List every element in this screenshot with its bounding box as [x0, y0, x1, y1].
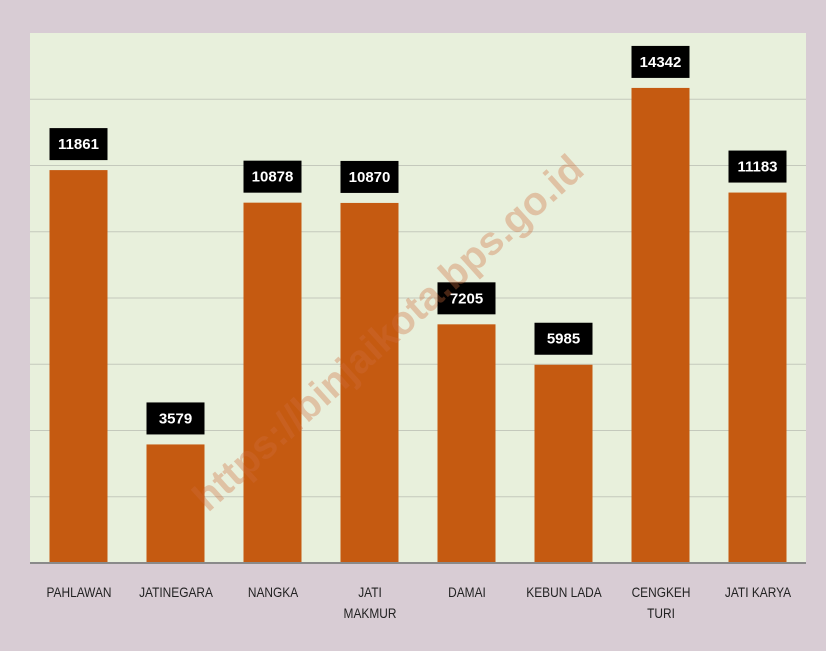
data-label: 10870 — [340, 160, 399, 193]
data-label-box — [243, 160, 302, 193]
data-label-box — [49, 128, 108, 161]
x-tick-label: JATI KARYA — [724, 584, 791, 600]
data-label-box — [437, 282, 496, 315]
data-label-box — [631, 45, 690, 78]
x-tick-label: KEBUN LADA — [525, 584, 602, 600]
data-label-text: 10878 — [252, 169, 294, 186]
data-label: 11183 — [728, 150, 787, 183]
data-label-text: 10870 — [349, 169, 391, 186]
data-label-text: 7205 — [450, 290, 483, 307]
bar — [437, 324, 496, 563]
data-label: 10878 — [243, 160, 302, 193]
data-label-box — [728, 150, 787, 183]
data-label-box — [146, 402, 205, 435]
data-label: 3579 — [146, 402, 205, 435]
bar — [243, 202, 302, 563]
data-label: 7205 — [437, 282, 496, 315]
data-label-text: 11861 — [58, 136, 99, 153]
bar — [146, 444, 205, 563]
data-label: 11861 — [49, 128, 108, 161]
data-label-text: 3579 — [159, 410, 192, 427]
bar — [340, 202, 399, 563]
bar — [534, 364, 593, 563]
x-tick-label: DAMAI — [447, 584, 486, 600]
x-tick-label: NANGKA — [247, 584, 298, 600]
data-label: 5985 — [534, 322, 593, 355]
data-label-text: 5985 — [547, 331, 580, 348]
x-tick-label: JATINEGARA — [138, 584, 213, 600]
x-tick-label: JATI MAKMUR — [343, 584, 396, 621]
data-label-box — [534, 322, 593, 355]
x-tick-label: PAHLAWAN — [45, 584, 112, 600]
data-label-box — [340, 160, 399, 193]
data-label-text: 14342 — [640, 54, 682, 71]
x-tick-label: CENGKEH TURI — [631, 584, 690, 621]
bar — [631, 87, 690, 563]
data-label-text: 11183 — [737, 159, 777, 176]
data-label: 14342 — [631, 45, 690, 78]
bar — [728, 192, 787, 564]
bar — [49, 170, 108, 563]
